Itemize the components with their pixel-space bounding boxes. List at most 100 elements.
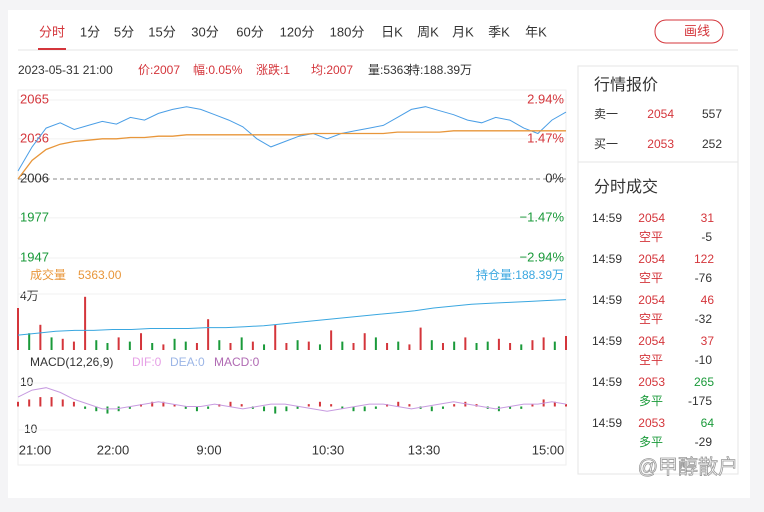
macd-bar bbox=[140, 404, 143, 407]
volume-bar bbox=[330, 330, 333, 350]
macd-bar bbox=[307, 404, 310, 407]
volume-bar bbox=[464, 337, 467, 350]
volume-bar bbox=[475, 343, 478, 350]
trade-price: 2054 bbox=[638, 293, 665, 307]
time-label: 13:30 bbox=[408, 442, 441, 457]
trade-change: -10 bbox=[695, 353, 713, 367]
trade-change: -5 bbox=[701, 230, 712, 244]
tab[interactable]: 分时 bbox=[39, 24, 65, 39]
chart-frame bbox=[17, 89, 567, 466]
y-tick-label: 2006 bbox=[20, 170, 49, 185]
y-tick-label: -10 bbox=[20, 422, 38, 436]
macd-bar bbox=[565, 404, 567, 407]
info-item: 幅:0.05% bbox=[193, 62, 243, 77]
tab[interactable]: 5分 bbox=[114, 24, 134, 39]
quote-price: 2053 bbox=[647, 137, 674, 151]
average-line bbox=[17, 130, 566, 180]
trade-volume: 64 bbox=[701, 416, 715, 430]
trade-change: -175 bbox=[688, 394, 712, 408]
macd-bar bbox=[274, 406, 277, 414]
dif-line bbox=[17, 387, 567, 412]
volume-bar bbox=[363, 333, 366, 350]
macd-bar bbox=[184, 406, 187, 409]
quote-side: 买一 bbox=[594, 137, 618, 151]
y-tick-label: 4万 bbox=[20, 289, 39, 303]
macd-bar bbox=[352, 406, 355, 412]
draw-button-label[interactable]: 画线 bbox=[684, 23, 710, 38]
trade-type: 空平 bbox=[639, 312, 663, 326]
time-label: 22:00 bbox=[97, 442, 130, 457]
tab[interactable]: 30分 bbox=[191, 24, 218, 39]
volume-bar bbox=[374, 337, 377, 350]
macd-bar bbox=[106, 406, 109, 414]
volume-bar bbox=[229, 343, 232, 350]
quote-volume: 252 bbox=[702, 137, 722, 151]
volume-bar bbox=[419, 327, 422, 350]
volume-bar bbox=[207, 319, 210, 350]
trade-change: -29 bbox=[695, 435, 713, 449]
volume-bar bbox=[520, 344, 523, 350]
volume-bar bbox=[441, 343, 444, 350]
macd-bar bbox=[296, 406, 299, 409]
trade-volume: 122 bbox=[694, 252, 714, 266]
volume-bar bbox=[285, 343, 288, 350]
trade-type: 空平 bbox=[639, 271, 663, 285]
time-label: 9:00 bbox=[196, 442, 221, 457]
macd-bar bbox=[531, 404, 534, 407]
tab[interactable]: 年K bbox=[525, 24, 547, 39]
macd-value-label: MACD:0 bbox=[214, 355, 260, 369]
volume-bar bbox=[565, 336, 567, 350]
macd-bar bbox=[430, 406, 433, 412]
macd-bar bbox=[207, 406, 210, 409]
volume-bar bbox=[531, 340, 534, 350]
pct-label: 0% bbox=[545, 170, 564, 185]
time-label: 15:00 bbox=[532, 442, 565, 457]
trade-time: 14:59 bbox=[592, 334, 622, 348]
macd-bar bbox=[195, 406, 198, 412]
macd-bar bbox=[341, 406, 344, 409]
volume-bar bbox=[251, 341, 254, 350]
y-tick-label: 2065 bbox=[20, 91, 49, 106]
macd-bar bbox=[520, 406, 523, 409]
tab[interactable]: 1分 bbox=[80, 24, 100, 39]
macd-bar bbox=[229, 401, 232, 407]
macd-bar bbox=[39, 397, 42, 407]
tab[interactable]: 月K bbox=[452, 24, 474, 39]
tab[interactable]: 120分 bbox=[280, 24, 315, 39]
trade-volume: 37 bbox=[701, 334, 715, 348]
side-frame bbox=[577, 65, 739, 475]
trade-change: -32 bbox=[695, 312, 713, 326]
volume-bar bbox=[128, 341, 131, 350]
dif-label: DIF:0 bbox=[132, 355, 162, 369]
macd-bar bbox=[72, 401, 75, 407]
trade-change: -76 bbox=[695, 271, 713, 285]
tab[interactable]: 60分 bbox=[236, 24, 263, 39]
volume-bar bbox=[106, 343, 109, 350]
macd-bar bbox=[330, 404, 333, 407]
holdings-label: 持仓量:188.39万 bbox=[476, 267, 564, 282]
volume-value: 5363.00 bbox=[78, 268, 122, 282]
pct-label: 2.94% bbox=[527, 91, 564, 106]
volume-bar bbox=[61, 338, 64, 350]
tab[interactable]: 周K bbox=[417, 24, 439, 39]
dea-label: DEA:0 bbox=[170, 355, 205, 369]
macd-bar bbox=[374, 406, 377, 409]
trade-price: 2054 bbox=[638, 211, 665, 225]
macd-bar bbox=[509, 406, 512, 409]
tab[interactable]: 180分 bbox=[330, 24, 365, 39]
info-item: 持:188.39万 bbox=[408, 62, 472, 77]
tab[interactable]: 季K bbox=[488, 24, 510, 39]
macd-bar bbox=[173, 404, 176, 407]
macd-bar bbox=[453, 404, 456, 407]
volume-bar bbox=[497, 338, 500, 350]
macd-bar bbox=[285, 406, 288, 412]
volume-bar bbox=[39, 324, 42, 350]
tab[interactable]: 15分 bbox=[148, 24, 175, 39]
volume-bar bbox=[140, 333, 143, 350]
tab[interactable]: 日K bbox=[381, 24, 403, 39]
draw-button[interactable] bbox=[654, 19, 724, 44]
trade-price: 2053 bbox=[638, 375, 665, 389]
trades-title: 分时成交 bbox=[594, 178, 658, 196]
